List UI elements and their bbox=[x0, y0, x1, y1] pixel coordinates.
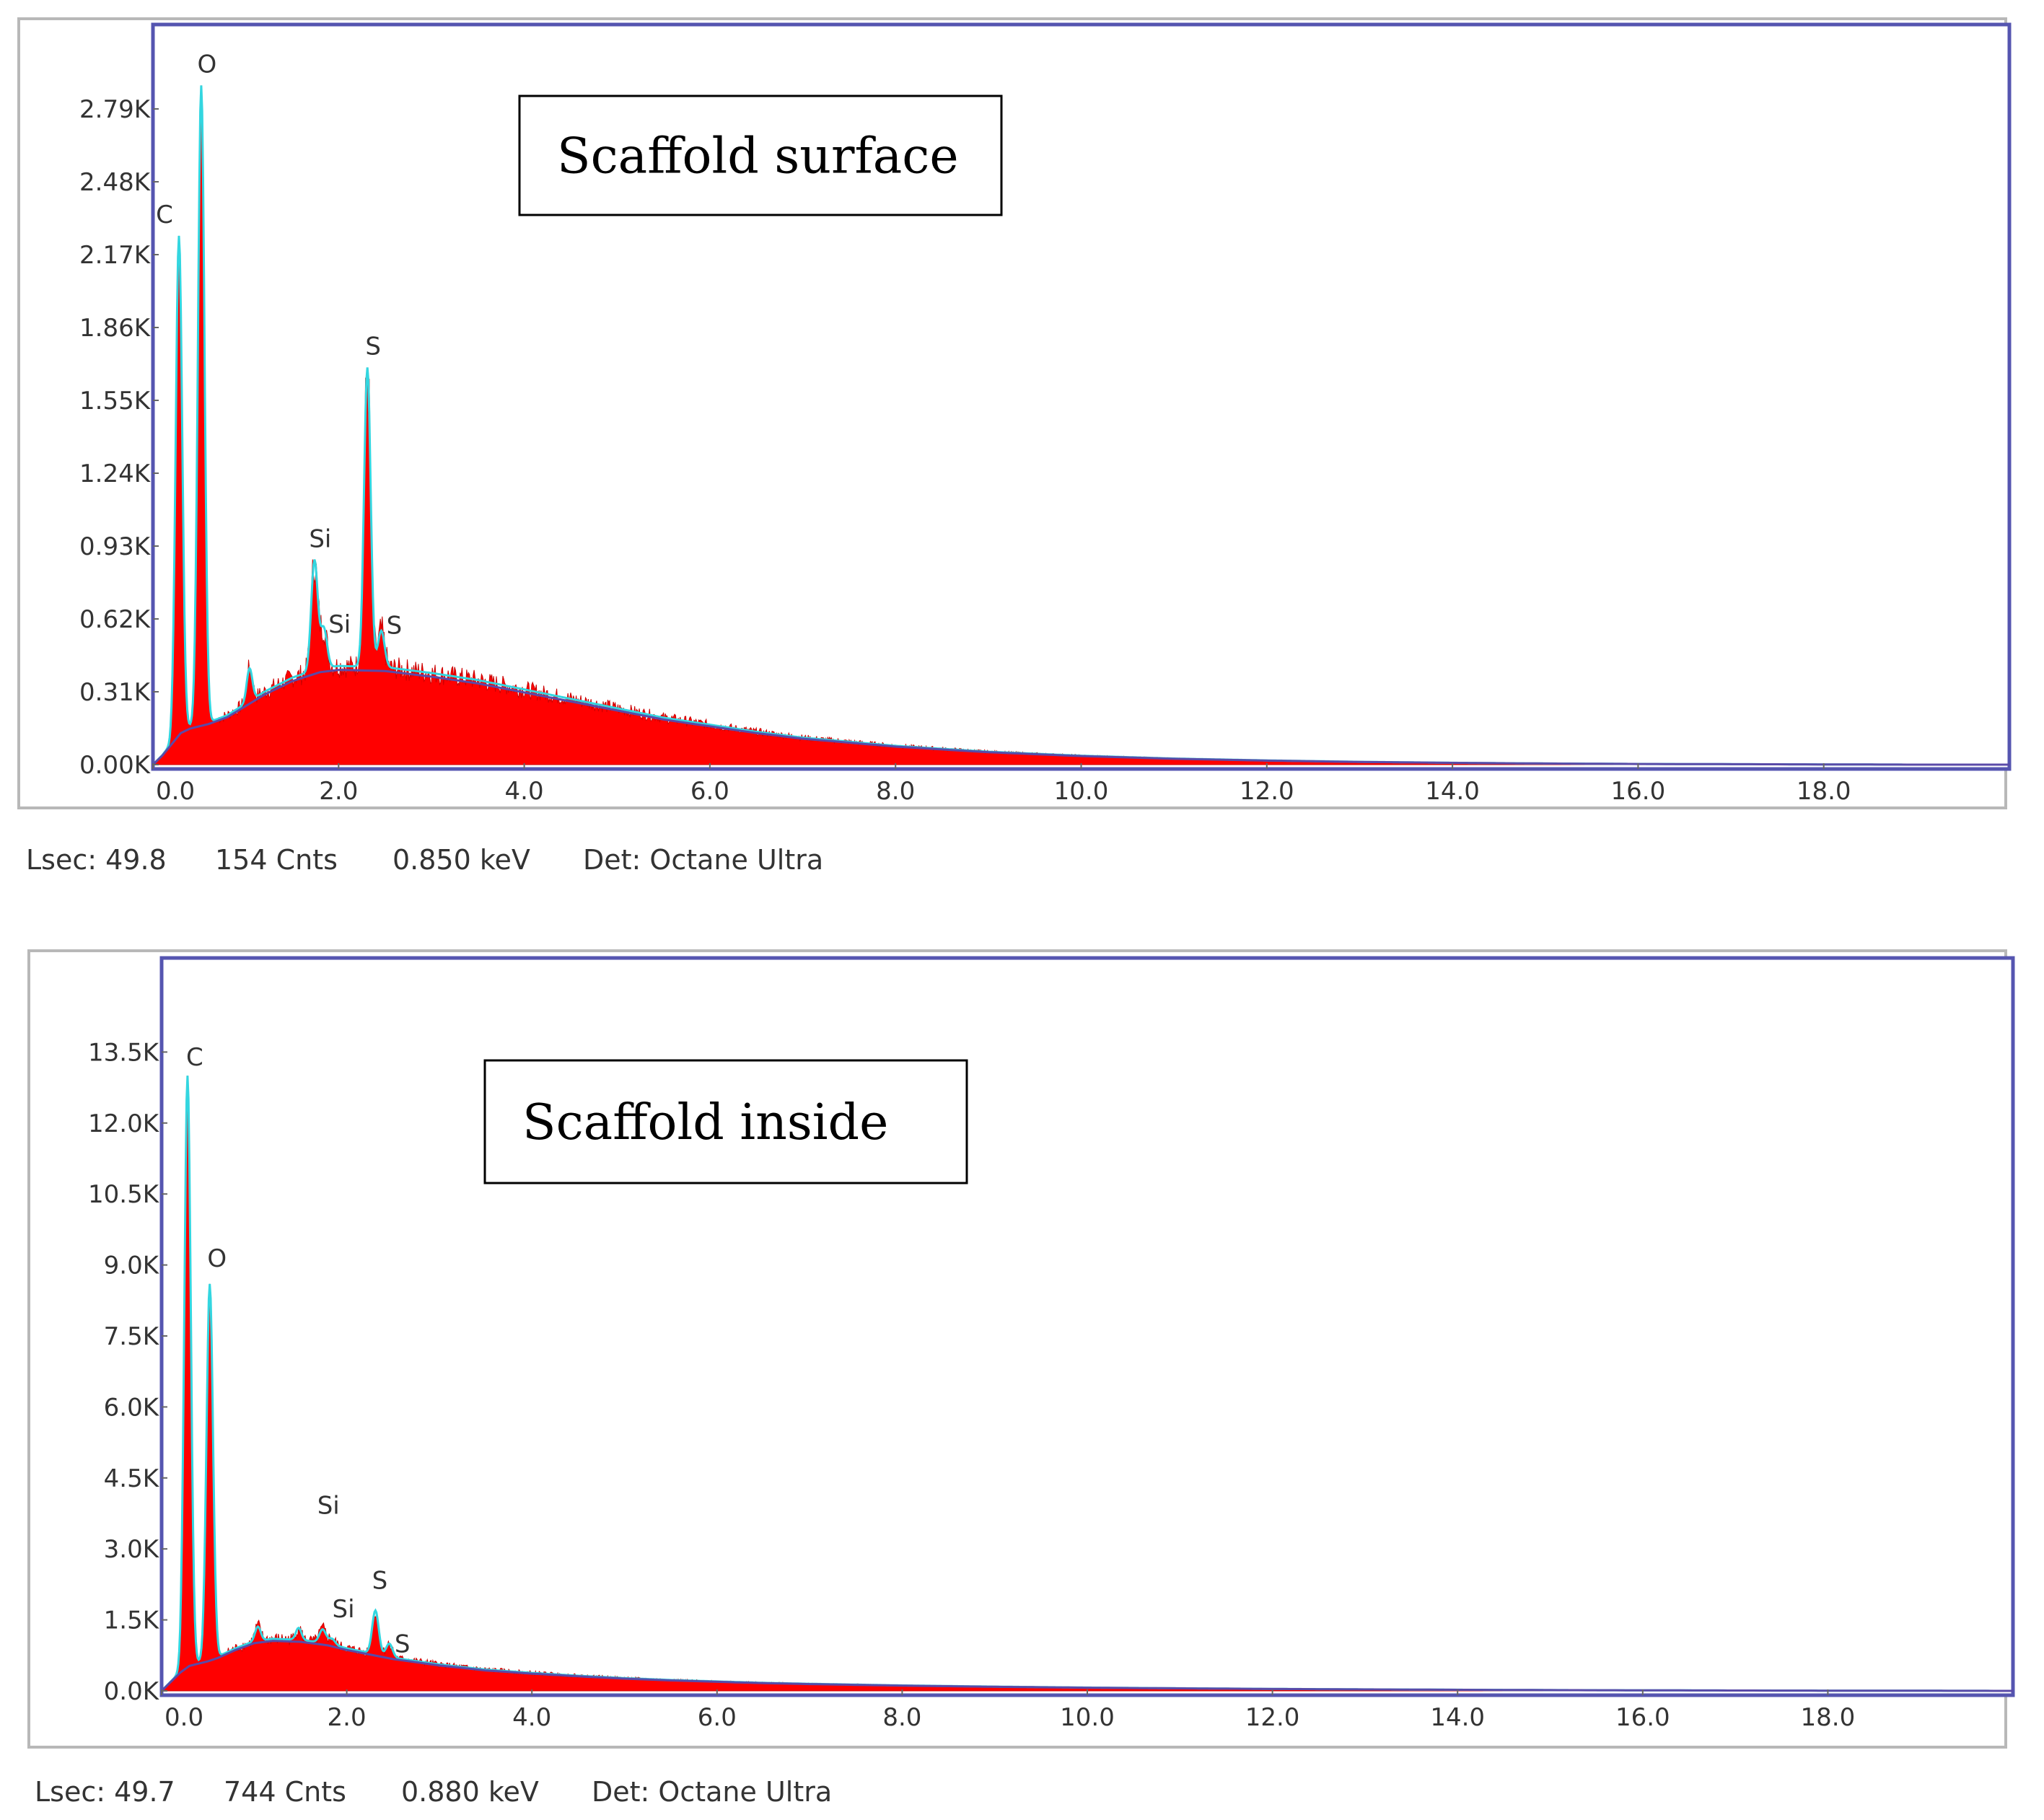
chart-title: Scaffold surface bbox=[557, 128, 959, 185]
x-tick-label: 4.0 bbox=[512, 1703, 551, 1732]
x-tick-label: 4.0 bbox=[505, 777, 544, 806]
peak-label: S bbox=[372, 1566, 388, 1595]
x-tick-label: 18.0 bbox=[1797, 777, 1851, 806]
y-tick-label: 0.62K bbox=[79, 605, 152, 634]
x-tick-label: 8.0 bbox=[882, 1703, 921, 1732]
x-tick-label: 14.0 bbox=[1430, 1703, 1485, 1732]
eds-panel-inside: 0.0K 1.5K 3.0K 4.5K 6.0K 7.5K 9.0K 10.5K 12.0K 13… bbox=[0, 938, 2044, 1820]
x-tick-label: 10.0 bbox=[1060, 1703, 1115, 1732]
peak-label: O bbox=[198, 50, 217, 79]
x-tick-label: 18.0 bbox=[1801, 1703, 1856, 1732]
y-tick-label: 0.0K bbox=[104, 1677, 160, 1706]
x-tick-label: 12.0 bbox=[1240, 777, 1294, 806]
x-tick-label: 12.0 bbox=[1245, 1703, 1300, 1732]
x-tick-label: 10.0 bbox=[1054, 777, 1109, 806]
eds-spectrum-chart-surface: 0.00K 0.31K 0.62K 0.93K 1.24K 1.55K 1.86K 2.17K… bbox=[17, 17, 2012, 809]
y-tick-label: 13.5K bbox=[88, 1038, 160, 1067]
chart-title: Scaffold inside bbox=[522, 1094, 888, 1151]
peak-label: Si bbox=[309, 525, 331, 554]
x-tick-label: 2.0 bbox=[319, 777, 358, 806]
y-tick-label: 9.0K bbox=[104, 1252, 160, 1280]
status-counts: 744 Cnts bbox=[224, 1776, 346, 1808]
y-tick-label: 1.24K bbox=[79, 460, 152, 488]
x-tick-label: 6.0 bbox=[698, 1703, 737, 1732]
y-tick-label: 10.5K bbox=[88, 1180, 160, 1209]
status-energy: 0.880 keV bbox=[401, 1776, 539, 1808]
x-tick-label: 16.0 bbox=[1611, 777, 1666, 806]
peak-label: S bbox=[387, 611, 403, 640]
peak-label: Si bbox=[333, 1595, 355, 1624]
title-box bbox=[483, 1059, 968, 1184]
y-tick-label: 7.5K bbox=[104, 1322, 160, 1351]
y-tick-label: 0.00K bbox=[79, 751, 152, 780]
plot-frame bbox=[159, 956, 2015, 1697]
peak-label: C bbox=[186, 1043, 203, 1072]
x-tick-label: 16.0 bbox=[1615, 1703, 1670, 1732]
status-detector: Det: Octane Ultra bbox=[583, 844, 824, 876]
y-tick-label: 1.86K bbox=[79, 314, 152, 343]
status-detector: Det: Octane Ultra bbox=[592, 1776, 833, 1808]
status-counts: 154 Cnts bbox=[215, 844, 338, 876]
x-tick-label: 2.0 bbox=[328, 1703, 367, 1732]
status-lsec: Lsec: 49.7 bbox=[35, 1776, 175, 1808]
y-tick-label: 2.48K bbox=[79, 168, 152, 197]
y-tick-label: 1.55K bbox=[79, 387, 152, 416]
y-tick-label: 4.5K bbox=[104, 1464, 160, 1493]
peak-label: Si bbox=[317, 1492, 340, 1521]
x-tick-label: 0.0 bbox=[156, 777, 195, 806]
status-lsec: Lsec: 49.8 bbox=[26, 844, 167, 876]
peak-label: O bbox=[207, 1244, 227, 1273]
peak-label: S bbox=[395, 1630, 411, 1658]
y-tick-label: 12.0K bbox=[88, 1109, 160, 1138]
y-tick-label: 2.17K bbox=[79, 241, 152, 270]
y-tick-label: 6.0K bbox=[104, 1393, 160, 1422]
y-tick-label: 1.5K bbox=[104, 1606, 160, 1635]
y-tick-label: 3.0K bbox=[104, 1535, 160, 1564]
background-line bbox=[160, 1640, 2013, 1692]
peak-label: S bbox=[365, 332, 381, 361]
eds-spectrum-chart-inside: 0.0K 1.5K 3.0K 4.5K 6.0K 7.5K 9.0K 10.5K 12.0K 13… bbox=[27, 949, 2015, 1749]
y-tick-label: 0.31K bbox=[79, 678, 152, 707]
status-energy: 0.850 keV bbox=[392, 844, 530, 876]
x-tick-label: 14.0 bbox=[1425, 777, 1480, 806]
y-tick-label: 0.93K bbox=[79, 532, 152, 561]
title-box bbox=[518, 94, 1003, 216]
background-line bbox=[152, 669, 2009, 766]
peak-label: C bbox=[156, 201, 173, 229]
y-tick-label: 2.79K bbox=[79, 95, 152, 124]
peak-label: Si bbox=[328, 610, 351, 639]
eds-panel-surface: 0.00K 0.31K 0.62K 0.93K 1.24K 1.55K 1.86K 2.17K… bbox=[0, 0, 2044, 887]
x-tick-label: 0.0 bbox=[165, 1703, 203, 1732]
x-tick-label: 6.0 bbox=[690, 777, 729, 806]
plot-frame bbox=[151, 22, 2012, 771]
x-tick-label: 8.0 bbox=[876, 777, 915, 806]
